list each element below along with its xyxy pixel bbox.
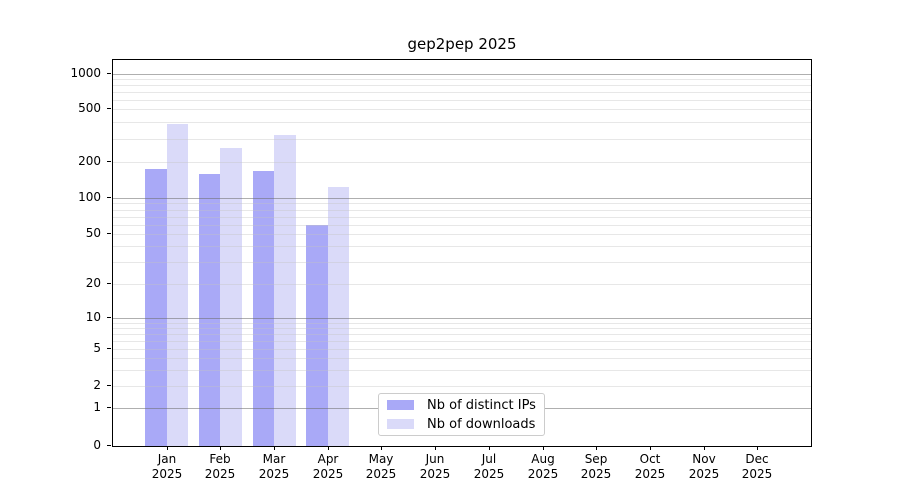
y-tick-label-20: 20 <box>85 276 101 290</box>
x-label-year: 2025 <box>419 467 451 481</box>
x-tick-mark-feb-2025 <box>220 446 221 450</box>
legend-label-downloads: Nb of downloads <box>427 416 536 432</box>
bar-nb-of-downloads-mar-2025 <box>274 135 296 446</box>
y-tick-mark-50 <box>107 233 111 234</box>
x-tick-mark-jun-2025 <box>435 446 436 450</box>
x-tick-mark-dec-2025 <box>757 446 758 450</box>
x-label-month: Sep <box>584 452 608 466</box>
x-tick-label-aug-2025: Aug 2025 <box>511 452 575 482</box>
bar-nb-of-downloads-feb-2025 <box>220 147 242 446</box>
x-label-month: Nov <box>692 452 716 466</box>
x-label-year: 2025 <box>204 467 236 481</box>
y-tick-label-50: 50 <box>85 226 101 240</box>
x-label-month: Jun <box>425 452 445 466</box>
bar-nb-of-distinct-ips-apr-2025 <box>306 224 328 446</box>
bar-nb-of-downloads-apr-2025 <box>327 186 350 446</box>
legend-item-distinct-ips: Nb of distinct IPs <box>387 397 544 414</box>
x-label-month: Dec <box>745 452 769 466</box>
bar-nb-of-distinct-ips-jan-2025 <box>145 168 167 446</box>
chart-title: gep2pep 2025 <box>407 35 517 53</box>
legend-item-downloads: Nb of downloads <box>387 416 544 433</box>
x-label-year: 2025 <box>473 467 505 481</box>
plot-area <box>112 59 812 447</box>
x-label-year: 2025 <box>312 467 344 481</box>
y-tick-label-1: 1 <box>93 400 101 414</box>
y-tick-mark-1000 <box>107 73 111 74</box>
x-tick-label-oct-2025: Oct 2025 <box>618 452 682 482</box>
x-label-month: Mar <box>262 452 286 466</box>
y-tick-label-2: 2 <box>93 378 101 392</box>
legend-swatch-distinct-ips <box>387 400 414 410</box>
x-label-year: 2025 <box>580 467 612 481</box>
bar-nb-of-downloads-jan-2025 <box>166 124 189 446</box>
y-tick-label-5: 5 <box>93 341 101 355</box>
y-tick-mark-1 <box>107 407 111 408</box>
x-label-year: 2025 <box>527 467 559 481</box>
y-tick-label-200: 200 <box>78 154 101 168</box>
x-tick-label-jul-2025: Jul 2025 <box>457 452 521 482</box>
x-tick-mark-jan-2025 <box>167 446 168 450</box>
legend-label-distinct-ips: Nb of distinct IPs <box>427 397 536 413</box>
x-tick-mark-jul-2025 <box>489 446 490 450</box>
x-tick-label-dec-2025: Dec 2025 <box>725 452 789 482</box>
legend-swatch-downloads <box>387 419 414 429</box>
x-tick-label-feb-2025: Feb 2025 <box>188 452 252 482</box>
x-label-year: 2025 <box>634 467 666 481</box>
x-tick-mark-mar-2025 <box>274 446 275 450</box>
legend: Nb of distinct IPs Nb of downloads <box>378 393 545 436</box>
x-tick-mark-aug-2025 <box>543 446 544 450</box>
y-tick-mark-0 <box>107 445 111 446</box>
x-label-month: May <box>368 452 394 466</box>
x-label-month: Oct <box>639 452 661 466</box>
x-tick-mark-may-2025 <box>381 446 382 450</box>
y-tick-label-1000: 1000 <box>70 66 101 80</box>
x-tick-label-jan-2025: Jan 2025 <box>135 452 199 482</box>
y-tick-label-100: 100 <box>78 190 101 204</box>
x-label-month: Aug <box>531 452 555 466</box>
x-label-year: 2025 <box>688 467 720 481</box>
x-tick-label-may-2025: May 2025 <box>349 452 413 482</box>
bars-layer <box>113 60 811 446</box>
x-label-month: Apr <box>317 452 339 466</box>
x-label-month: Jan <box>157 452 177 466</box>
x-label-year: 2025 <box>365 467 397 481</box>
y-tick-mark-5 <box>107 348 111 349</box>
x-tick-mark-nov-2025 <box>704 446 705 450</box>
y-tick-mark-500 <box>107 108 111 109</box>
y-tick-mark-10 <box>107 317 111 318</box>
x-tick-label-nov-2025: Nov 2025 <box>672 452 736 482</box>
x-tick-label-mar-2025: Mar 2025 <box>242 452 306 482</box>
y-tick-label-500: 500 <box>78 101 101 115</box>
x-label-year: 2025 <box>151 467 183 481</box>
x-label-year: 2025 <box>741 467 773 481</box>
y-tick-mark-100 <box>107 197 111 198</box>
bar-nb-of-distinct-ips-mar-2025 <box>252 171 275 446</box>
y-tick-mark-2 <box>107 385 111 386</box>
y-tick-mark-20 <box>107 283 111 284</box>
x-tick-label-apr-2025: Apr 2025 <box>296 452 360 482</box>
y-tick-label-10: 10 <box>85 310 101 324</box>
x-tick-mark-oct-2025 <box>650 446 651 450</box>
x-tick-label-jun-2025: Jun 2025 <box>403 452 467 482</box>
x-label-month: Jul <box>481 452 497 466</box>
x-tick-mark-sep-2025 <box>596 446 597 450</box>
x-label-year: 2025 <box>258 467 290 481</box>
x-tick-mark-apr-2025 <box>328 446 329 450</box>
y-tick-label-0: 0 <box>93 438 101 452</box>
bar-nb-of-distinct-ips-feb-2025 <box>198 174 221 446</box>
y-tick-mark-200 <box>107 161 111 162</box>
x-tick-label-sep-2025: Sep 2025 <box>564 452 628 482</box>
x-label-month: Feb <box>209 452 231 466</box>
